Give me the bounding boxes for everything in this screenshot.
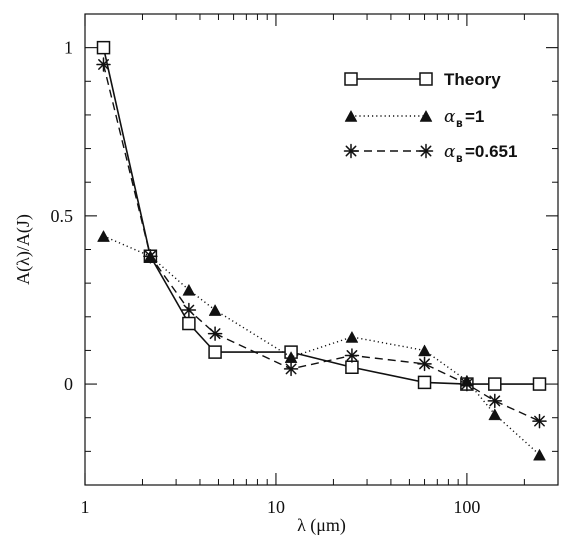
legend-label-alpha-b-0651-symbol: α bbox=[444, 142, 456, 162]
x-tick-label: 1 bbox=[81, 497, 90, 517]
alpha-b-1-point bbox=[533, 448, 546, 461]
alpha-b-0651-point bbox=[96, 57, 111, 72]
alpha-b-0651-point-stroke bbox=[144, 250, 156, 262]
legend-label-alpha-b-0651-value: =0.651 bbox=[465, 142, 517, 161]
x-tick-label: 100 bbox=[453, 497, 480, 517]
legend-item-alpha-b-0651: α B =0.651 bbox=[343, 142, 517, 165]
legend-marker-theory-left bbox=[344, 72, 358, 86]
alpha-b-1-point bbox=[488, 408, 502, 421]
legend-asterisk-right-stroke bbox=[420, 145, 432, 157]
alpha-b-0651-point-stroke bbox=[534, 415, 545, 427]
alpha-b-0651-point-stroke bbox=[98, 59, 109, 70]
legend-marker-alpha-b-0651-right bbox=[418, 143, 434, 159]
series-line-1 bbox=[103, 235, 540, 456]
theory-point bbox=[488, 377, 502, 391]
y-tick-label: 1 bbox=[64, 38, 73, 58]
legend-label-theory: Theory bbox=[444, 70, 501, 89]
alpha-b-0651-point-stroke bbox=[461, 378, 473, 390]
legend-label-alpha-b-1-value: =1 bbox=[465, 107, 484, 126]
alpha-b-0651-point bbox=[283, 361, 299, 377]
alpha-b-0651-point-stroke bbox=[285, 363, 297, 375]
theory-point bbox=[96, 40, 111, 55]
alpha-b-0651-point bbox=[459, 376, 475, 392]
alpha-b-1-point bbox=[418, 344, 431, 357]
series-line-0 bbox=[102, 47, 540, 385]
legend-label-alpha-b-1-symbol: α bbox=[444, 107, 456, 127]
alpha-b-0651-point-stroke bbox=[209, 328, 221, 340]
legend-marker-theory-right bbox=[419, 72, 433, 86]
alpha-b-0651-point-stroke bbox=[346, 350, 358, 361]
alpha-b-0651-point bbox=[143, 248, 158, 264]
alpha-b-0651-point bbox=[487, 393, 503, 409]
alpha-b-0651-point-stroke bbox=[419, 358, 430, 370]
alpha-b-1-point bbox=[208, 304, 222, 316]
y-axis-label: A(λ)/A(J) bbox=[13, 214, 34, 285]
alpha-b-1-point bbox=[345, 330, 359, 343]
legend-marker-alpha-b-1-left bbox=[344, 109, 358, 122]
legend-asterisk-left-stroke bbox=[345, 145, 357, 157]
alpha-b-0651-point bbox=[207, 326, 223, 341]
alpha-b-0651-point-stroke bbox=[183, 304, 195, 316]
legend-marker-alpha-b-1-right bbox=[419, 109, 433, 122]
x-tick-label: 10 bbox=[267, 497, 285, 517]
alpha-b-0651-point-stroke bbox=[489, 395, 501, 407]
theory-point bbox=[208, 345, 222, 359]
alpha-b-0651-point bbox=[181, 302, 197, 318]
legend-asterisk-left bbox=[343, 143, 359, 159]
series-1 bbox=[97, 229, 546, 461]
x-axis-label: λ (μm) bbox=[297, 515, 346, 536]
y-tick-label: 0 bbox=[64, 374, 73, 394]
legend-marker-alpha-b-0651-left bbox=[343, 143, 359, 159]
series-layer bbox=[96, 40, 547, 461]
legend-asterisk-right bbox=[418, 143, 434, 159]
legend-label-alpha-b-1-subscript: B bbox=[456, 120, 463, 130]
theory-point bbox=[417, 375, 432, 390]
legend-item-theory: Theory bbox=[344, 70, 501, 89]
alpha-b-1-point bbox=[97, 229, 110, 242]
y-tick-label: 0.5 bbox=[51, 206, 74, 226]
legend-label-alpha-b-0651-subscript: B bbox=[456, 155, 463, 165]
theory-point bbox=[345, 360, 359, 374]
ticks-layer: 1 10 100 0 0.5 1 bbox=[51, 14, 559, 517]
theory-point bbox=[532, 377, 547, 391]
alpha-b-0651-point bbox=[532, 413, 547, 429]
legend: Theory α B =1 α B =0.651 bbox=[343, 70, 517, 165]
series-2 bbox=[96, 57, 547, 429]
legend-item-alpha-b-1: α B =1 bbox=[344, 107, 484, 130]
alpha-b-0651-point bbox=[344, 348, 360, 363]
alpha-b-0651-point bbox=[417, 356, 432, 372]
theory-point bbox=[182, 316, 196, 331]
series-0 bbox=[96, 40, 547, 391]
alpha-b-1-point bbox=[182, 283, 196, 296]
